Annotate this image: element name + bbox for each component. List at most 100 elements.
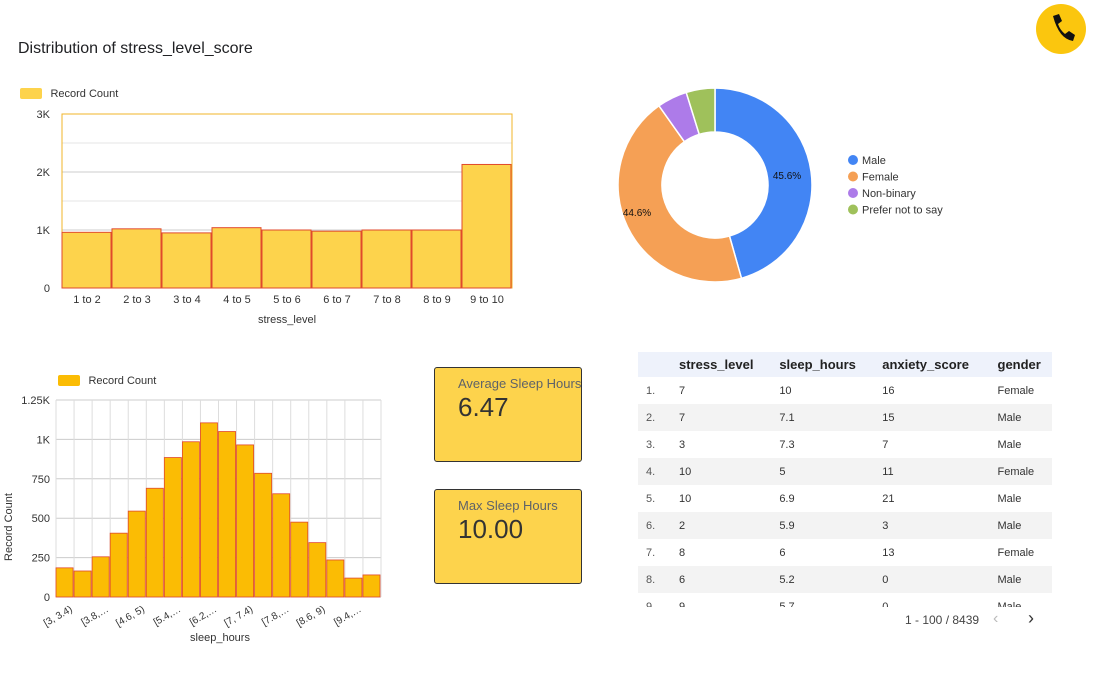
bar xyxy=(211,227,262,289)
row-index: 8. xyxy=(638,566,671,593)
table-cell: 3 xyxy=(679,438,686,451)
table-cell: 5.7 xyxy=(779,600,795,608)
legend-marker xyxy=(848,171,858,182)
table-cell: Male xyxy=(997,438,1022,451)
x-tick-label: [3.8,… xyxy=(80,604,111,628)
bar xyxy=(55,567,74,598)
scorecard-value: 6.47 xyxy=(458,392,509,422)
table-row: 1. 7 10 16 Female xyxy=(638,377,1052,404)
bar xyxy=(254,472,273,598)
table-cell: 6 xyxy=(671,566,772,593)
column-header[interactable]: stress_level xyxy=(671,352,772,377)
table-cell: Female xyxy=(997,384,1035,397)
bar xyxy=(109,532,128,598)
legend-label: Female xyxy=(862,172,899,184)
x-tick-label: [6.2,… xyxy=(188,604,219,628)
table-cell: 7.1 xyxy=(771,404,875,431)
slice-label: 44.6% xyxy=(623,208,651,219)
x-tick-label: [4.6, 5) xyxy=(114,604,146,629)
scorecard-value: 10.00 xyxy=(458,514,524,544)
bar xyxy=(272,493,291,598)
chart-legend: Record Count xyxy=(58,372,156,390)
bar xyxy=(361,229,412,289)
pagination-text: 1 - 100 / 8439 xyxy=(905,613,980,627)
row-index: 1. xyxy=(646,384,656,397)
y-tick-label: 250 xyxy=(32,553,50,565)
table-cell: 10 xyxy=(671,458,772,485)
column-header[interactable]: sleep_hours xyxy=(771,352,875,377)
table-row: 7. 8 6 13 Female xyxy=(638,539,1052,566)
table-cell: Male xyxy=(989,512,1052,539)
bar xyxy=(91,556,110,598)
bar xyxy=(290,521,309,598)
table-header-row: stress_level sleep_hours anxiety_score g… xyxy=(638,352,1052,377)
legend-label: Record Count xyxy=(50,87,119,100)
table-cell: 7 xyxy=(671,404,772,431)
bar xyxy=(127,510,146,598)
table-cell: 6 xyxy=(779,546,786,559)
index-header xyxy=(638,352,671,377)
table-cell: 2 xyxy=(671,512,772,539)
bar xyxy=(161,232,212,289)
y-tick-label: 1K xyxy=(37,434,51,446)
table-row: 3. 3 7.3 7 Male xyxy=(638,431,1052,458)
legend-swatch xyxy=(58,375,80,387)
y-axis-title: Record Count xyxy=(3,493,15,561)
row-index: 4. xyxy=(638,458,671,485)
table-cell: 6.9 xyxy=(779,492,795,505)
page-title: Distribution of stress_level_score xyxy=(18,40,253,57)
table-cell: 16 xyxy=(882,384,895,397)
table-cell: 9 xyxy=(679,600,686,608)
y-tick-label: 0 xyxy=(44,283,50,295)
column-header[interactable]: gender xyxy=(989,352,1052,377)
pie-slice xyxy=(685,87,716,136)
column-header[interactable]: anxiety_score xyxy=(874,352,990,377)
legend-marker xyxy=(848,188,858,198)
bar xyxy=(461,163,512,289)
table-row: 4. 10 5 11 Female xyxy=(638,458,1052,485)
row-index: 7. xyxy=(646,546,656,559)
chevron-right-icon[interactable]: › xyxy=(1028,608,1034,628)
bar xyxy=(181,441,200,598)
table-cell: 5.9 xyxy=(771,512,875,539)
row-index: 2. xyxy=(638,404,671,431)
x-tick-label: [7, 7.4) xyxy=(223,604,255,629)
chevron-left-icon[interactable]: ‹ xyxy=(993,610,999,627)
x-tick-label: [9.4,… xyxy=(332,604,363,628)
table-cell: 0 xyxy=(882,600,889,608)
table-cell: Male xyxy=(997,492,1022,505)
bar xyxy=(73,570,92,598)
table-cell: 3 xyxy=(874,512,990,539)
y-tick-label: 3K xyxy=(37,109,51,121)
max-sleep-scorecard: Max Sleep Hours 10.00 xyxy=(434,489,582,584)
bar xyxy=(111,228,162,289)
x-tick-label: 7 to 8 xyxy=(373,294,401,306)
pie-slice xyxy=(617,104,743,283)
table-cell: 21 xyxy=(882,492,895,505)
x-tick-label: [7.8,… xyxy=(260,604,291,628)
y-tick-label: 1.25K xyxy=(21,395,50,407)
y-tick-label: 2K xyxy=(37,167,51,179)
x-tick-label: [5.4,… xyxy=(152,604,183,628)
bar xyxy=(218,431,236,598)
bar xyxy=(308,542,327,598)
x-tick-label: 8 to 9 xyxy=(423,294,451,306)
table-cell: Male xyxy=(989,404,1052,431)
average-sleep-scorecard: Average Sleep Hours 6.47 xyxy=(434,367,582,462)
chart-legend: Record Count xyxy=(20,85,118,103)
table-cell: Male xyxy=(997,600,1022,608)
x-tick-label: [8.6, 9) xyxy=(295,604,327,629)
slice-label: 45.6% xyxy=(773,171,801,182)
x-axis-title: sleep_hours xyxy=(190,632,250,644)
table-cell: 7 xyxy=(882,438,889,451)
table-row: 5. 10 6.9 21 Male xyxy=(638,485,1052,512)
legend-label: Male xyxy=(862,155,886,167)
bar xyxy=(261,229,312,289)
table-cell: Female xyxy=(989,458,1052,485)
x-tick-label: 1 to 2 xyxy=(73,294,101,306)
scorecard-label: Average Sleep Hours xyxy=(458,376,582,391)
x-tick-label: 6 to 7 xyxy=(323,294,351,306)
gender-donut-chart: 45.6% 44.6% Male Female Non-binary Prefer not… xyxy=(617,87,943,283)
legend-label: Prefer not to say xyxy=(862,205,943,217)
